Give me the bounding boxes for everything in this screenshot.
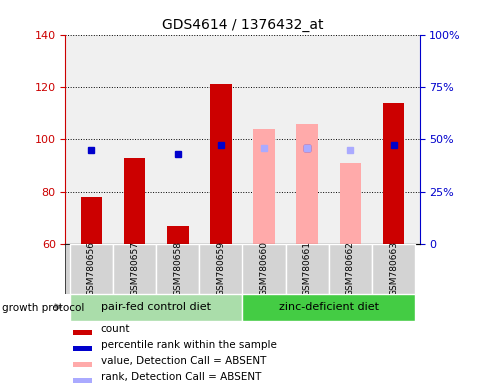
Bar (113, 244, 156, 294)
Bar (123, 157, 145, 244)
Text: value, Detection Call = ABSENT: value, Detection Call = ABSENT (101, 356, 266, 366)
Bar (70, 244, 113, 294)
Bar (242, 244, 285, 294)
Text: GSM780662: GSM780662 (345, 242, 354, 296)
Bar (73, 346, 92, 351)
Bar (285, 244, 328, 294)
Bar (70, 294, 242, 321)
Bar (199, 244, 242, 294)
Text: rank, Detection Call = ABSENT: rank, Detection Call = ABSENT (101, 372, 260, 382)
Bar (296, 124, 318, 244)
Bar (156, 244, 199, 294)
Text: GSM780656: GSM780656 (87, 241, 96, 296)
Bar (371, 244, 414, 294)
Bar (382, 103, 404, 244)
Text: percentile rank within the sample: percentile rank within the sample (101, 340, 276, 350)
Title: GDS4614 / 1376432_at: GDS4614 / 1376432_at (162, 18, 322, 32)
Text: GSM780659: GSM780659 (216, 241, 225, 296)
Bar (210, 84, 231, 244)
Bar (253, 129, 274, 244)
Text: GSM780660: GSM780660 (259, 241, 268, 296)
Bar (73, 378, 92, 383)
Bar (166, 225, 188, 244)
Bar (73, 330, 92, 335)
Bar (242, 294, 414, 321)
Bar (73, 362, 92, 367)
Text: pair-fed control diet: pair-fed control diet (101, 302, 211, 312)
Bar (339, 163, 361, 244)
Text: growth protocol: growth protocol (2, 303, 85, 313)
Text: GSM780663: GSM780663 (388, 241, 397, 296)
Text: GSM780657: GSM780657 (130, 241, 139, 296)
Bar (80, 197, 102, 244)
Text: zinc-deficient diet: zinc-deficient diet (278, 302, 378, 312)
Text: GSM780661: GSM780661 (302, 241, 311, 296)
Bar (328, 244, 371, 294)
Text: GSM780658: GSM780658 (173, 241, 182, 296)
Text: count: count (101, 324, 130, 334)
